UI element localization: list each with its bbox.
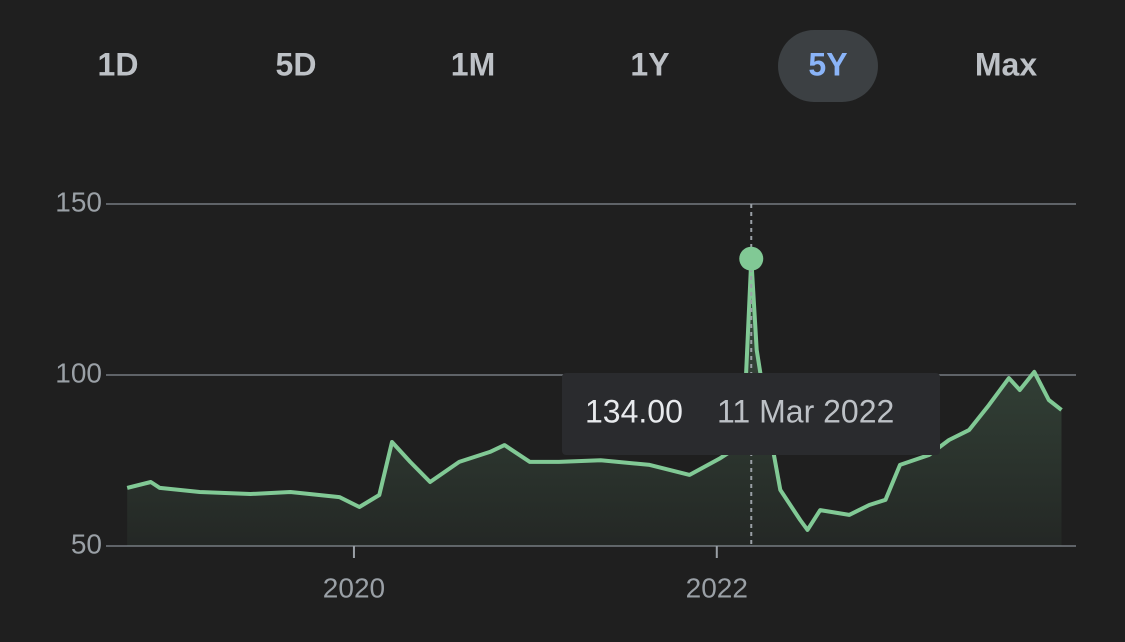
tab[interactable]: 5D <box>276 46 317 82</box>
tab[interactable]: 1Y <box>630 46 669 82</box>
y-tick-label: 150 <box>55 186 102 217</box>
tab-selected-bg <box>778 30 878 102</box>
tab[interactable]: 1D <box>98 46 139 82</box>
y-tick-label: 100 <box>55 357 102 388</box>
area <box>127 258 1062 546</box>
tooltip-bg <box>562 373 940 455</box>
y-tick-label: 50 <box>71 528 102 559</box>
tab[interactable]: Max <box>975 46 1037 82</box>
tooltip-value: 134.00 <box>585 393 683 429</box>
hover-point <box>739 246 764 271</box>
tooltip-date: 11 Mar 2022 <box>717 393 894 429</box>
tab[interactable]: 1M <box>451 46 495 82</box>
tab[interactable]: 5Y <box>808 46 847 82</box>
x-tick-label: 2022 <box>686 572 748 603</box>
x-tick-label: 2020 <box>323 572 385 603</box>
